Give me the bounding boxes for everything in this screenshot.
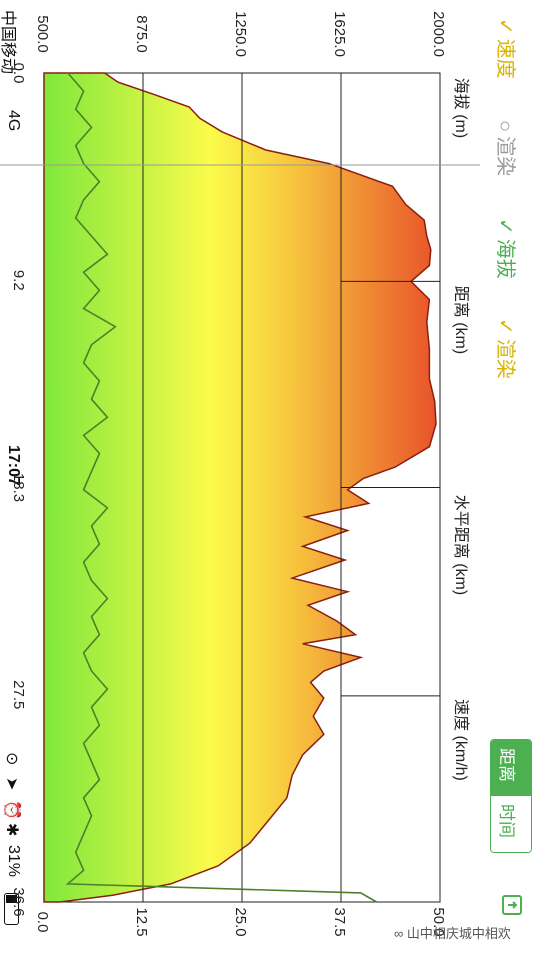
toggle-speed[interactable]: ✓ 速度 bbox=[493, 18, 522, 79]
watermark: ∞ 山中相庆城中相欢 bbox=[394, 923, 511, 942]
toggle-elevation[interactable]: ✓ 海拔 bbox=[493, 218, 522, 279]
top-tick-label: 1625.0 bbox=[331, 11, 348, 57]
bottom-tick-label: 12.5 bbox=[133, 907, 150, 936]
distance-tick-label: 18.3 bbox=[10, 473, 27, 502]
speed-line bbox=[65, 72, 377, 903]
x-axis-mode-segmented: 距离 时间 bbox=[490, 739, 532, 853]
top-tick-label: 1250.0 bbox=[232, 11, 249, 57]
top-axis-title: 海拔 (m) bbox=[452, 78, 470, 138]
check-circle-icon: ✓ bbox=[494, 18, 516, 35]
segment-distance[interactable]: 距离 bbox=[491, 740, 531, 796]
bottom-tick-label: 25.0 bbox=[232, 907, 249, 936]
toggle-render-2-label: 渲染 bbox=[494, 338, 516, 379]
toggle-render-2[interactable]: ✓ 渲染 bbox=[493, 318, 522, 379]
toggle-elevation-label: 海拔 bbox=[494, 238, 516, 279]
circle-icon: ○ bbox=[494, 120, 516, 133]
bottom-tick-label: 50.0 bbox=[430, 907, 447, 936]
check-circle-icon: ✓ bbox=[494, 218, 516, 235]
horizontal-distance-title: 水平距离 (km) bbox=[452, 495, 470, 595]
top-tick-label: 500.0 bbox=[34, 15, 51, 53]
segment-time-label: 时间 bbox=[497, 804, 516, 838]
toggle-render-1[interactable]: ○ 渲染 bbox=[493, 120, 522, 176]
top-tick-label: 2000.0 bbox=[430, 11, 447, 57]
segment-time[interactable]: 时间 bbox=[491, 796, 531, 852]
distance-tick-label: 9.2 bbox=[10, 270, 27, 291]
top-tick-label: 875.0 bbox=[133, 15, 150, 53]
watermark-text: 山中相庆城中相欢 bbox=[406, 926, 511, 941]
bottom-tick-label: 0.0 bbox=[34, 912, 51, 933]
toggle-speed-label: 速度 bbox=[494, 38, 516, 79]
bottom-tick-label: 37.5 bbox=[331, 907, 348, 936]
distance-tick-label: 36.6 bbox=[10, 887, 27, 916]
export-icon[interactable] bbox=[500, 893, 524, 917]
distance-tick-label: 0.0 bbox=[10, 63, 27, 84]
distance-axis-title: 距离 (km) bbox=[452, 286, 470, 354]
elevation-area bbox=[43, 72, 437, 903]
toggle-render-1-label: 渲染 bbox=[494, 136, 516, 177]
segment-distance-label: 距离 bbox=[497, 748, 516, 782]
bottom-axis-title: 速度 (km/h) bbox=[452, 699, 470, 781]
distance-tick-label: 27.5 bbox=[10, 680, 27, 709]
check-circle-icon: ✓ bbox=[494, 318, 516, 335]
wechat-icon: ∞ bbox=[394, 926, 404, 941]
